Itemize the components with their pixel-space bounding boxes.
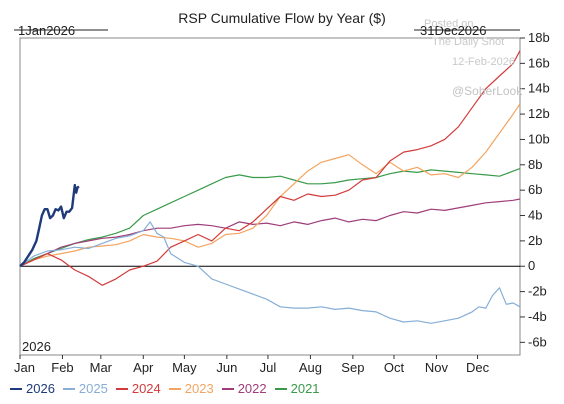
plot-frame (19, 37, 521, 356)
legend-item-2021: 2021 (274, 381, 320, 396)
x-tick-label: Sep (341, 360, 364, 375)
x-tick-label: Mar (90, 360, 113, 375)
y-tick-label: -2b (528, 284, 547, 299)
watermark-posted-on: Posted on (424, 18, 474, 30)
y-tick-label: 10b (528, 131, 550, 146)
series-line-2025 (19, 221, 521, 324)
y-tick-label: 2b (528, 233, 542, 248)
legend-item-2024: 2024 (115, 381, 161, 396)
range-start-label: 1Jan2026 (18, 23, 76, 38)
legend-swatch (10, 387, 22, 390)
year-label: 2026 (22, 339, 51, 354)
x-tick-label: Oct (384, 360, 405, 375)
legend-swatch (62, 387, 75, 390)
watermark-brand: @SoberLook (452, 84, 523, 98)
legend-item-2022: 2022 (221, 381, 267, 396)
x-tick-label: Aug (299, 360, 322, 375)
legend: 2026 2025 2024 2023 2022 2021 (10, 381, 328, 396)
legend-item-2026: 2026 (10, 381, 55, 396)
x-tick-label: Jun (216, 360, 237, 375)
x-tick-label: Jan (14, 360, 35, 375)
y-tick-label: -6b (528, 334, 547, 349)
legend-label: 2023 (184, 381, 214, 396)
series-line-2024 (19, 50, 521, 286)
chart-title: RSP Cumulative Flow by Year ($) (178, 10, 386, 26)
series-line-2021 (19, 168, 521, 267)
y-tick-label: 8b (528, 157, 542, 172)
y-tick-label: -4b (528, 309, 547, 324)
y-tick-label: 16b (528, 55, 550, 70)
x-tick-label: Apr (133, 360, 154, 375)
x-tick-label: Jul (260, 360, 277, 375)
y-tick-label: 4b (528, 208, 542, 223)
y-tick-label: 6b (528, 182, 542, 197)
legend-label: 2022 (237, 381, 267, 396)
series-line-2023 (19, 103, 521, 267)
x-tick-label: May (172, 360, 197, 375)
legend-swatch (168, 387, 181, 390)
watermark-source: The Daily Shot (432, 36, 505, 48)
watermark-date: 12-Feb-2026 (452, 56, 515, 68)
legend-label: 2021 (290, 381, 320, 396)
legend-swatch (274, 387, 287, 390)
legend-swatch (221, 387, 234, 390)
legend-item-2023: 2023 (168, 381, 214, 396)
legend-swatch (115, 387, 128, 390)
series-line-2026 (19, 183, 80, 268)
range-end-label: 31Dec2026 (420, 23, 487, 38)
x-tick-label: Nov (425, 360, 449, 375)
y-tick-label: 12b (528, 106, 550, 121)
x-tick-label: Dec (466, 360, 490, 375)
legend-label: 2026 (26, 381, 55, 396)
y-tick-label: 18b (528, 30, 550, 45)
x-tick-label: Feb (51, 360, 73, 375)
y-tick-label: 14b (528, 81, 550, 96)
series-line-2022 (19, 198, 521, 267)
legend-label: 2024 (131, 381, 161, 396)
legend-label: 2025 (78, 381, 108, 396)
y-tick-label: 0 (528, 258, 535, 273)
legend-item-2025: 2025 (62, 381, 108, 396)
